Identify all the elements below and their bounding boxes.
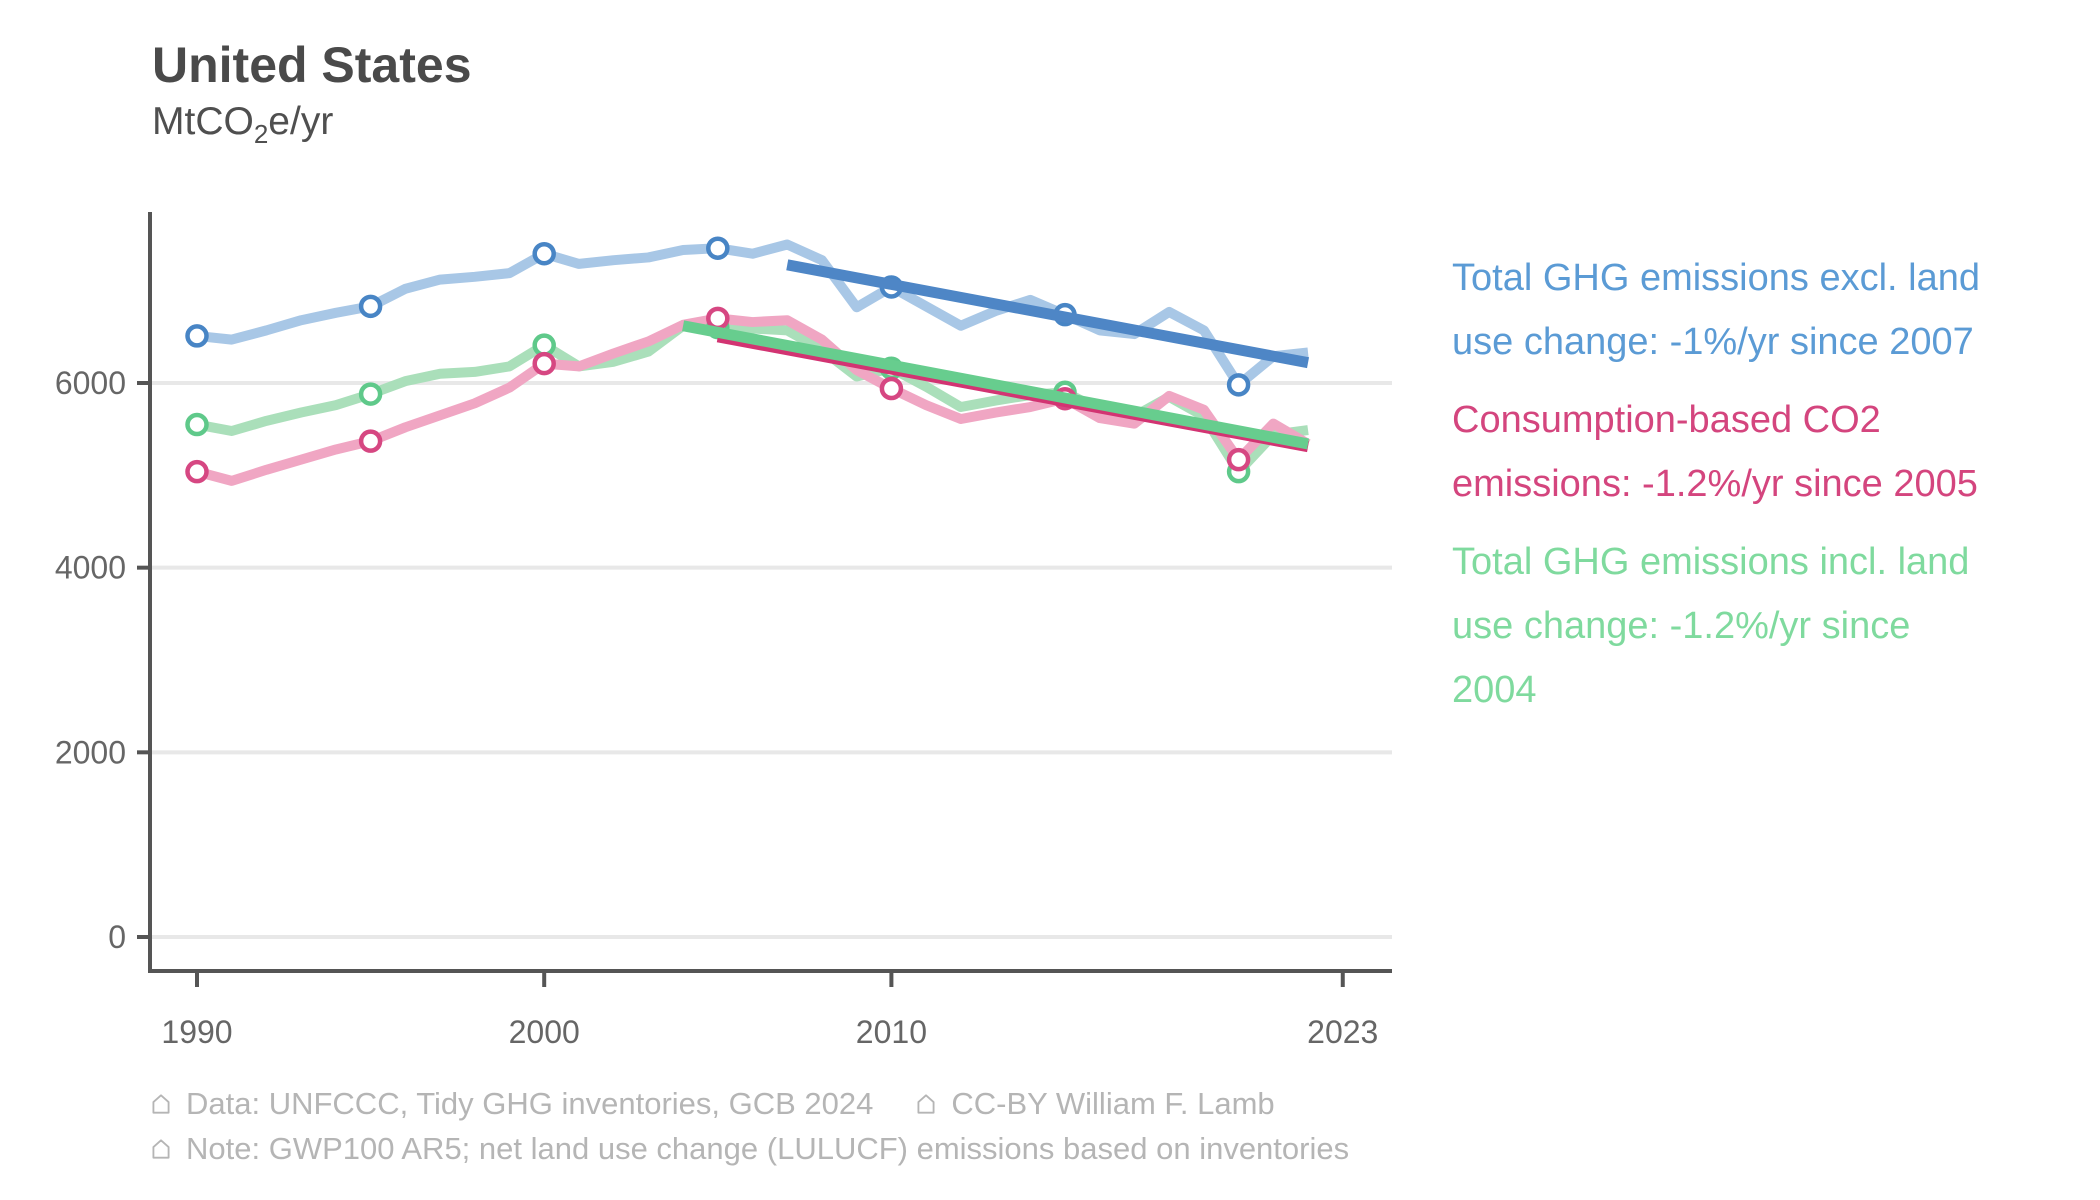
trend_incl xyxy=(682,320,1310,450)
marker-consumption_co2-2000 xyxy=(532,351,556,376)
footer-line: Note: GWP100 AR5; net land use change (L… xyxy=(148,1131,1389,1167)
y-tick-label: 0 xyxy=(108,919,126,955)
house-icon xyxy=(152,1139,170,1159)
house-icon xyxy=(152,1094,170,1114)
marker-ghg_excl_luc-2000 xyxy=(532,241,556,266)
legend-entry-cons: Consumption-based CO2 emissions: -1.2%/yr… xyxy=(1452,388,2100,516)
legend-text-line: use change: -1.2%/yr since xyxy=(1452,605,1911,647)
marker-consumption_co2-2020 xyxy=(1226,447,1251,472)
marker-ghg_excl_luc-2020 xyxy=(1226,373,1251,397)
marker-ghg_incl_luc-1995 xyxy=(358,382,383,406)
x-tick-label: 2000 xyxy=(509,1014,580,1050)
chart-footer: Data: UNFCCC, Tidy GHG inventories, GCB … xyxy=(148,1086,1389,1176)
chart-title: United States xyxy=(152,37,472,93)
chart-unit-label: MtCO2e/yr xyxy=(152,100,334,149)
x-tick-label: 2010 xyxy=(856,1014,927,1050)
series-line-consumption_co2 xyxy=(195,313,1311,486)
footer-text: Data: UNFCCC, Tidy GHG inventories, GCB … xyxy=(186,1086,874,1121)
house-icon xyxy=(917,1094,935,1114)
marker-ghg_excl_luc-2005 xyxy=(706,236,730,260)
footer-segment: Note: GWP100 AR5; net land use change (L… xyxy=(148,1131,1349,1167)
legend-text-line: emissions: -1.2%/yr since 2005 xyxy=(1452,463,1978,505)
marker-ghg_incl_luc-1990 xyxy=(185,412,209,437)
trend_excl xyxy=(786,259,1310,369)
y-tick-label: 6000 xyxy=(55,365,126,401)
chart-legend: Total GHG emissions excl. land use change… xyxy=(1452,246,2100,736)
legend-text-line: Total GHG emissions incl. land xyxy=(1452,541,1970,583)
legend-entry-excl: Total GHG emissions excl. land use change… xyxy=(1452,246,2100,374)
marker-consumption_co2-2010 xyxy=(879,376,904,401)
x-tick-label: 2023 xyxy=(1307,1014,1378,1050)
legend-entry-incl: Total GHG emissions incl. land use change… xyxy=(1452,530,2100,722)
footer-text: CC-BY William F. Lamb xyxy=(951,1086,1275,1121)
x-tick-label: 1990 xyxy=(161,1014,232,1050)
marker-consumption_co2-1990 xyxy=(185,459,209,484)
marker-ghg_excl_luc-1990 xyxy=(185,324,209,348)
marker-consumption_co2-1995 xyxy=(358,429,383,453)
legend-text-line: 2004 xyxy=(1452,669,1537,711)
footer-line: Data: UNFCCC, Tidy GHG inventories, GCB … xyxy=(148,1086,1389,1122)
y-tick-label: 2000 xyxy=(55,734,126,770)
marker-ghg_excl_luc-1995 xyxy=(358,294,383,319)
y-tick-label: 4000 xyxy=(55,550,126,586)
footer-segment: Data: UNFCCC, Tidy GHG inventories, GCB … xyxy=(148,1086,873,1122)
legend-text-line: Consumption-based CO2 xyxy=(1452,399,1881,441)
marker-consumption_co2-2005 xyxy=(706,306,730,331)
legend-text-line: use change: -1%/yr since 2007 xyxy=(1452,321,1974,363)
footer-segment: CC-BY William F. Lamb xyxy=(913,1086,1275,1122)
footer-text: Note: GWP100 AR5; net land use change (L… xyxy=(186,1131,1350,1166)
legend-text-line: Total GHG emissions excl. land xyxy=(1452,257,1980,299)
marker-ghg_incl_luc-2000 xyxy=(532,333,556,357)
